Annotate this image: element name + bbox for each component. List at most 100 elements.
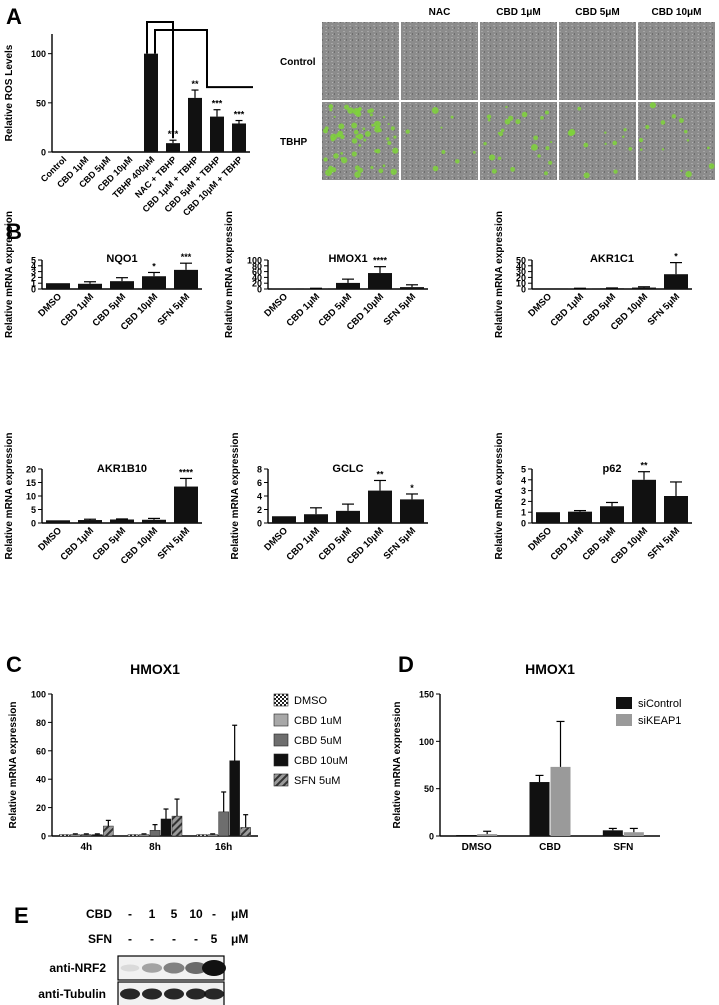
legend-label: CBD 10uM bbox=[294, 755, 348, 767]
blot-band bbox=[142, 988, 162, 1000]
x-tick-label: SFN 5μM bbox=[382, 525, 419, 562]
bar bbox=[110, 281, 134, 289]
y-axis-label: Relative mRNA expression bbox=[494, 433, 505, 560]
y-tick-label: 80 bbox=[252, 261, 262, 271]
fluorescence-spot bbox=[369, 113, 373, 117]
micrograph-image bbox=[638, 22, 715, 100]
fluorescence-spot bbox=[455, 159, 460, 164]
fluorescence-spot bbox=[357, 133, 364, 140]
fluorescence-spot bbox=[390, 168, 397, 175]
significance-label: * bbox=[674, 252, 678, 262]
significance-label: *** bbox=[234, 110, 245, 120]
blot-unit: μM bbox=[231, 907, 248, 921]
y-tick-label: 15 bbox=[26, 478, 36, 488]
micrograph-row-label: TBHP bbox=[280, 137, 308, 148]
fluorescence-spot bbox=[613, 169, 618, 174]
blot-band bbox=[163, 962, 185, 974]
y-tick-label: 100 bbox=[31, 690, 46, 700]
fluorescence-spot bbox=[382, 116, 386, 119]
panel-label-b: B bbox=[6, 219, 22, 244]
bar bbox=[536, 512, 560, 523]
fluorescence-spot bbox=[497, 132, 500, 135]
y-tick-label: 8 bbox=[257, 465, 262, 475]
fluorescence-spot bbox=[487, 118, 491, 122]
bar bbox=[188, 97, 202, 152]
blot-lane-value: - bbox=[212, 907, 216, 921]
bar bbox=[336, 282, 360, 289]
bar bbox=[174, 486, 198, 523]
bar bbox=[568, 511, 592, 523]
x-tick-label: DMSO bbox=[36, 525, 64, 553]
chart-title: HMOX1 bbox=[525, 661, 575, 677]
bar bbox=[600, 288, 624, 289]
bar bbox=[550, 766, 571, 836]
bar bbox=[623, 832, 644, 836]
fluorescence-spot bbox=[483, 141, 487, 146]
fluorescence-spot bbox=[533, 135, 539, 141]
bar bbox=[536, 288, 560, 289]
fluorescence-spot bbox=[583, 172, 590, 179]
blot-lane-value: 10 bbox=[189, 907, 203, 921]
fluorescence-spot bbox=[515, 118, 521, 125]
fluorescence-spot bbox=[685, 170, 692, 178]
fluorescence-spot bbox=[628, 147, 633, 151]
chart-title: HMOX1 bbox=[130, 661, 180, 677]
bar bbox=[196, 834, 207, 837]
fluorescence-spot bbox=[645, 124, 650, 130]
chart-title: HMOX1 bbox=[328, 253, 367, 265]
fluorescence-spot bbox=[540, 115, 544, 120]
fluorescence-spot bbox=[450, 115, 454, 119]
chart-title: NQO1 bbox=[106, 253, 137, 265]
y-axis-label: Relative mRNA expression bbox=[392, 702, 403, 829]
fluorescence-spot bbox=[622, 135, 625, 138]
fluorescence-spot bbox=[386, 137, 390, 141]
bar bbox=[149, 830, 161, 837]
fluorescence-spot bbox=[351, 122, 358, 129]
fluorescence-spot bbox=[486, 114, 492, 119]
legend-swatch bbox=[273, 773, 289, 787]
fluorescence-spot bbox=[378, 168, 384, 174]
bar bbox=[81, 834, 92, 837]
fluorescence-spot bbox=[354, 171, 361, 178]
bar bbox=[368, 273, 392, 289]
significance-label: *** bbox=[181, 252, 192, 262]
y-tick-label: 0 bbox=[41, 832, 46, 842]
micrograph-column-label: CBD 5μM bbox=[575, 7, 619, 18]
x-tick-label: CBD 1μM bbox=[58, 525, 96, 563]
panel-label-a: A bbox=[6, 4, 22, 29]
y-axis-label: Relative mRNA expression bbox=[4, 433, 15, 560]
fluorescence-spot bbox=[355, 134, 359, 139]
bar bbox=[600, 506, 624, 523]
bar bbox=[218, 811, 229, 837]
fluorescence-spot bbox=[374, 149, 378, 153]
y-tick-label: 0 bbox=[429, 832, 434, 842]
bar bbox=[160, 818, 172, 837]
y-tick-label: 3 bbox=[521, 486, 526, 496]
legend-swatch bbox=[616, 714, 632, 726]
fluorescence-spot bbox=[357, 167, 364, 173]
y-tick-label: 1 bbox=[521, 508, 526, 518]
fluorescence-spot bbox=[323, 128, 328, 134]
y-tick-label: 4 bbox=[521, 475, 526, 485]
fluorescence-spot bbox=[333, 115, 336, 118]
blot-band bbox=[202, 960, 226, 976]
fluorescence-spot bbox=[355, 111, 362, 117]
bar bbox=[240, 827, 251, 837]
micrograph-image bbox=[322, 22, 399, 100]
y-tick-label: 3 bbox=[31, 267, 36, 277]
blot-row-label-cbd: CBD bbox=[86, 907, 112, 921]
fluorescence-spot bbox=[374, 125, 381, 133]
chart-title: AKR1C1 bbox=[590, 253, 634, 265]
bar bbox=[602, 830, 623, 836]
fluorescence-spot bbox=[387, 122, 390, 126]
bar bbox=[78, 520, 102, 523]
y-tick-label: 10 bbox=[26, 492, 36, 502]
y-tick-label: 80 bbox=[36, 718, 46, 728]
micrograph-image bbox=[401, 22, 478, 100]
bar bbox=[110, 519, 134, 523]
x-tick-label: CBD 1μM bbox=[58, 291, 96, 329]
y-tick-label: 100 bbox=[247, 256, 262, 266]
fluorescence-spot bbox=[660, 120, 666, 125]
